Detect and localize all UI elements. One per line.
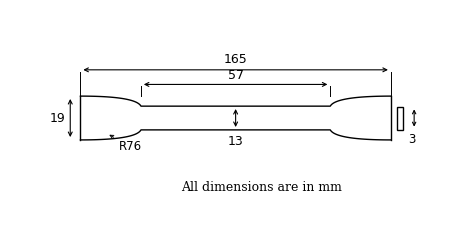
Text: 57: 57 xyxy=(228,68,244,82)
Text: 13: 13 xyxy=(228,135,244,148)
Text: R76: R76 xyxy=(110,135,142,153)
Text: 165: 165 xyxy=(224,53,247,66)
Bar xyxy=(397,106,403,130)
Text: 3: 3 xyxy=(409,133,416,146)
Text: 19: 19 xyxy=(50,112,66,125)
Text: All dimensions are in mm: All dimensions are in mm xyxy=(181,181,342,194)
